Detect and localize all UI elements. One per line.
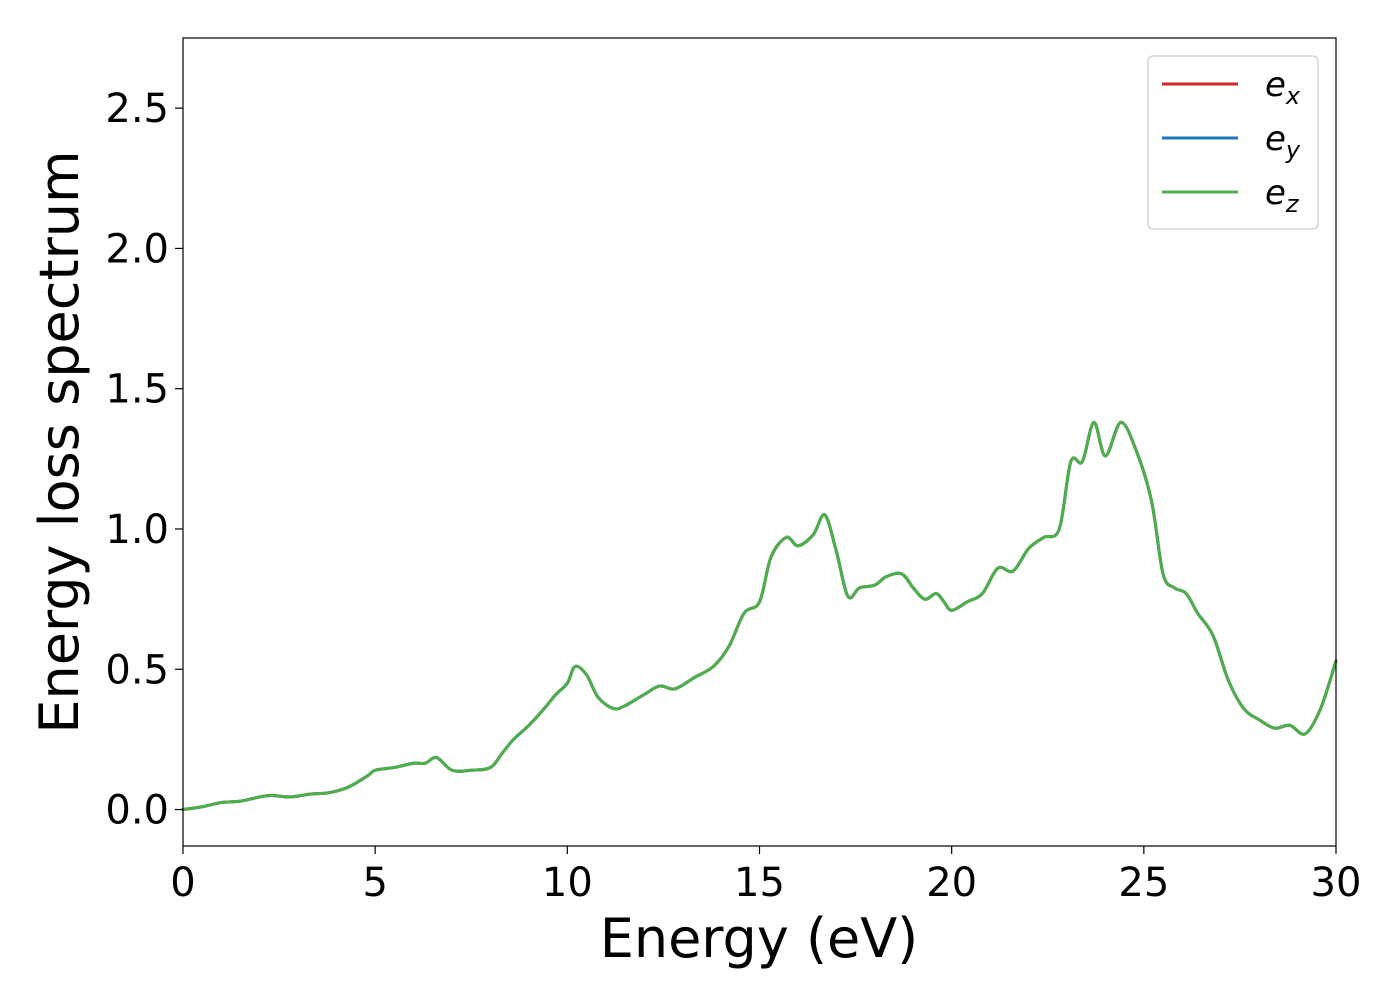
legend-label-base: e (1265, 173, 1286, 213)
legend-box (1147, 55, 1319, 230)
legend-label-subscript: z (1285, 190, 1300, 218)
y-axis: 0.0 0.5 1.0 1.5 2.0 2.5 (105, 86, 183, 834)
x-tick-label: 30 (1311, 860, 1362, 906)
legend-label-base: e (1265, 65, 1286, 105)
y-tick-label: 0.5 (105, 647, 169, 693)
plot-background (183, 38, 1336, 846)
x-tick-label: 5 (362, 860, 387, 906)
x-axis: 0 5 10 15 20 25 30 (170, 846, 1361, 906)
y-tick-label: 0.0 (105, 788, 169, 834)
x-tick-label: 10 (542, 860, 593, 906)
y-tick-label: 1.5 (105, 367, 169, 413)
legend-label-x: ex (1265, 65, 1301, 110)
legend-label-z: ez (1265, 173, 1300, 218)
y-tick-label: 2.5 (105, 86, 169, 132)
series-layer (181, 420, 1338, 812)
y-axis-label: Energy loss spectrum (28, 150, 91, 733)
legend-label-y: ey (1265, 119, 1301, 164)
series-line-e-z (181, 420, 1338, 812)
legend-label-subscript: y (1285, 136, 1301, 164)
x-tick-label: 25 (1118, 860, 1169, 906)
x-axis-label: Energy (eV) (600, 907, 919, 970)
x-tick-label: 20 (926, 860, 977, 906)
y-tick-label: 1.0 (105, 507, 169, 553)
legend-label-base: e (1265, 119, 1286, 159)
legend-label-subscript: x (1285, 82, 1301, 110)
x-tick-label: 15 (734, 860, 785, 906)
y-tick-label: 2.0 (105, 226, 169, 272)
x-tick-label: 0 (170, 860, 195, 906)
